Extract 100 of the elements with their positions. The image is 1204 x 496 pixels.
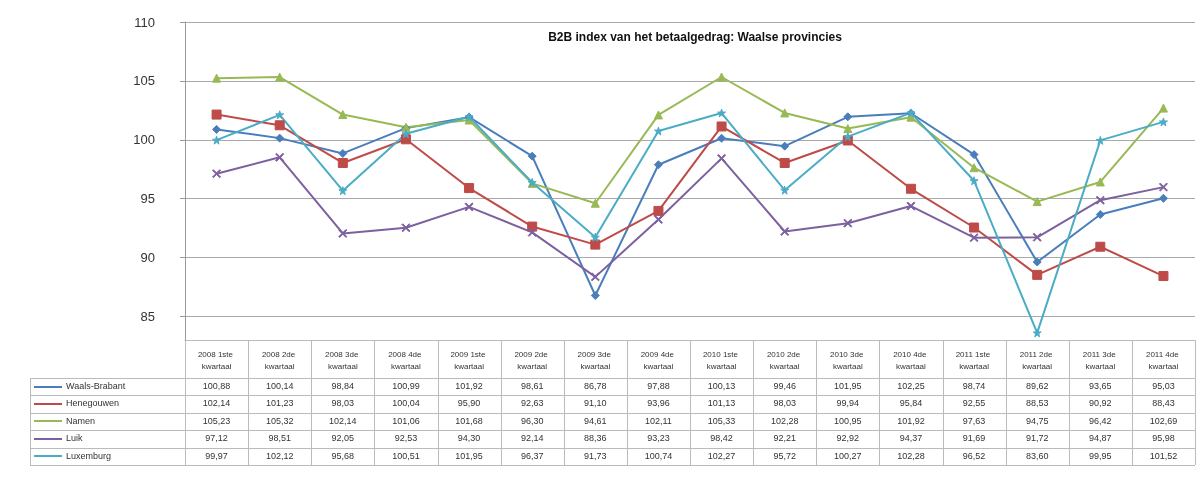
data-label: 98,74	[961, 380, 987, 393]
data-label: 93,23	[646, 432, 671, 446]
x-tick-label: 2009 4de kwartaal	[640, 349, 677, 371]
data-label: 88,36	[583, 432, 608, 446]
x-tick-label: 2011 3de kwartaal	[1082, 349, 1118, 371]
data-label: 100,88	[201, 380, 232, 393]
data-label: 101,06	[391, 414, 421, 428]
data-label: 101,23	[264, 397, 295, 411]
data-label: 101,92	[896, 414, 926, 428]
y-tick-label: 85	[140, 308, 155, 324]
data-label: 102,25	[896, 380, 926, 393]
data-label: 98,51	[267, 432, 292, 446]
data-label: 92,92	[835, 432, 861, 446]
x-tick-label: 2010 2de kwartaal	[766, 349, 803, 371]
data-label: 95,98	[1151, 432, 1176, 446]
data-label: 102,14	[328, 414, 358, 428]
data-label: 100,14	[264, 380, 295, 393]
y-tick-label: 110	[134, 14, 155, 30]
data-label: 94,61	[583, 414, 608, 428]
data-label: 101,52	[1148, 449, 1179, 463]
legend-label: Namen	[66, 414, 96, 428]
data-label: 102,69	[1148, 414, 1179, 428]
data-label: 95,90	[456, 397, 482, 411]
legend-label: Waals-Brabant	[66, 380, 126, 393]
data-label: 98,03	[330, 397, 356, 411]
data-label: 100,51	[391, 449, 421, 463]
data-label: 105,32	[264, 414, 295, 428]
data-label: 94,37	[898, 432, 924, 446]
x-tick-label: 2010 1ste kwartaal	[702, 349, 741, 371]
data-label: 98,03	[772, 397, 797, 411]
data-label: 94,87	[1088, 432, 1113, 446]
data-label: 102,12	[264, 449, 295, 463]
data-label: 102,27	[706, 449, 737, 463]
data-label: 92,05	[330, 432, 356, 446]
data-label: 99,46	[772, 380, 797, 393]
legend-label: Luik	[66, 432, 83, 446]
legend-label: Luxemburg	[66, 449, 112, 463]
data-label: 91,72	[1024, 432, 1050, 446]
x-tick-label: 2011 1ste kwartaal	[955, 349, 993, 371]
x-tick-label: 2010 3de kwartaal	[830, 349, 866, 371]
data-label: 100,99	[391, 380, 421, 393]
data-label: 101,13	[706, 397, 737, 411]
data-label: 92,14	[519, 432, 545, 446]
data-label: 92,53	[393, 432, 419, 446]
data-label: 91,73	[583, 449, 608, 463]
data-label: 93,65	[1088, 380, 1113, 393]
x-tick-label: 2008 4de kwartaal	[388, 349, 424, 371]
text: B2B index van het betaalgedrag: Waalse provincies	[548, 30, 843, 44]
data-label: 100,74	[643, 449, 674, 463]
data-label: 94,30	[456, 432, 482, 446]
data-label: 102,14	[201, 397, 232, 411]
data-label: 101,92	[454, 380, 484, 393]
x-tick-label: 2008 3de kwartaal	[325, 349, 361, 371]
data-label: 102,28	[769, 414, 800, 428]
data-label: 98,84	[330, 380, 356, 393]
data-label: 100,95	[833, 414, 863, 428]
data-label: 96,30	[519, 414, 545, 428]
data-label: 102,28	[896, 449, 926, 463]
data-label: 88,53	[1024, 397, 1050, 411]
x-tick-label: 2011 4de kwartaal	[1145, 349, 1181, 371]
data-label: 95,68	[330, 449, 356, 463]
data-label: 94,75	[1024, 414, 1050, 428]
data-label: 101,68	[454, 414, 484, 428]
data-label: 95,03	[1151, 380, 1176, 393]
data-label: 97,63	[961, 414, 987, 428]
data-label: 91,69	[961, 432, 987, 446]
data-label: 95,84	[898, 397, 924, 411]
x-tick-label: 2008 2de kwartaal	[261, 349, 298, 371]
x-tick-label: 2011 2de kwartaal	[1019, 349, 1055, 371]
data-label: 93,96	[646, 397, 671, 411]
data-label: 100,13	[706, 380, 737, 393]
x-tick-label: 2009 3de kwartaal	[577, 349, 614, 371]
y-tick-label: 105	[133, 73, 155, 89]
data-label: 96,52	[961, 449, 987, 463]
data-label: 99,94	[835, 397, 861, 411]
data-label: 96,37	[519, 449, 545, 463]
y-tick-label: 100	[133, 132, 155, 148]
data-label: 105,33	[706, 414, 737, 428]
data-label: 98,42	[709, 432, 734, 446]
data-label: 101,95	[454, 449, 484, 463]
x-tick-label: 2010 4de kwartaal	[893, 349, 929, 371]
data-label: 99,97	[204, 449, 229, 463]
data-label: 88,43	[1151, 397, 1176, 411]
x-tick-label: 2008 1ste kwartaal	[197, 349, 236, 371]
legend-label: Henegouwen	[66, 397, 120, 411]
data-label: 98,61	[519, 380, 545, 393]
data-label: 95,72	[772, 449, 797, 463]
data-label: 83,60	[1024, 449, 1050, 463]
y-tick-label: 95	[140, 191, 155, 207]
data-label: 100,04	[391, 397, 421, 411]
data-label: 97,88	[646, 380, 671, 393]
data-label: 100,27	[833, 449, 863, 463]
data-label: 105,23	[201, 414, 232, 428]
data-label: 101,95	[833, 380, 863, 393]
x-tick-label: 2009 1ste kwartaal	[450, 349, 488, 371]
y-tick-label: 90	[140, 250, 155, 266]
data-label: 92,21	[772, 432, 797, 446]
data-label: 86,78	[583, 380, 608, 393]
data-label: 96,42	[1088, 414, 1113, 428]
data-label: 102,11	[644, 414, 673, 428]
